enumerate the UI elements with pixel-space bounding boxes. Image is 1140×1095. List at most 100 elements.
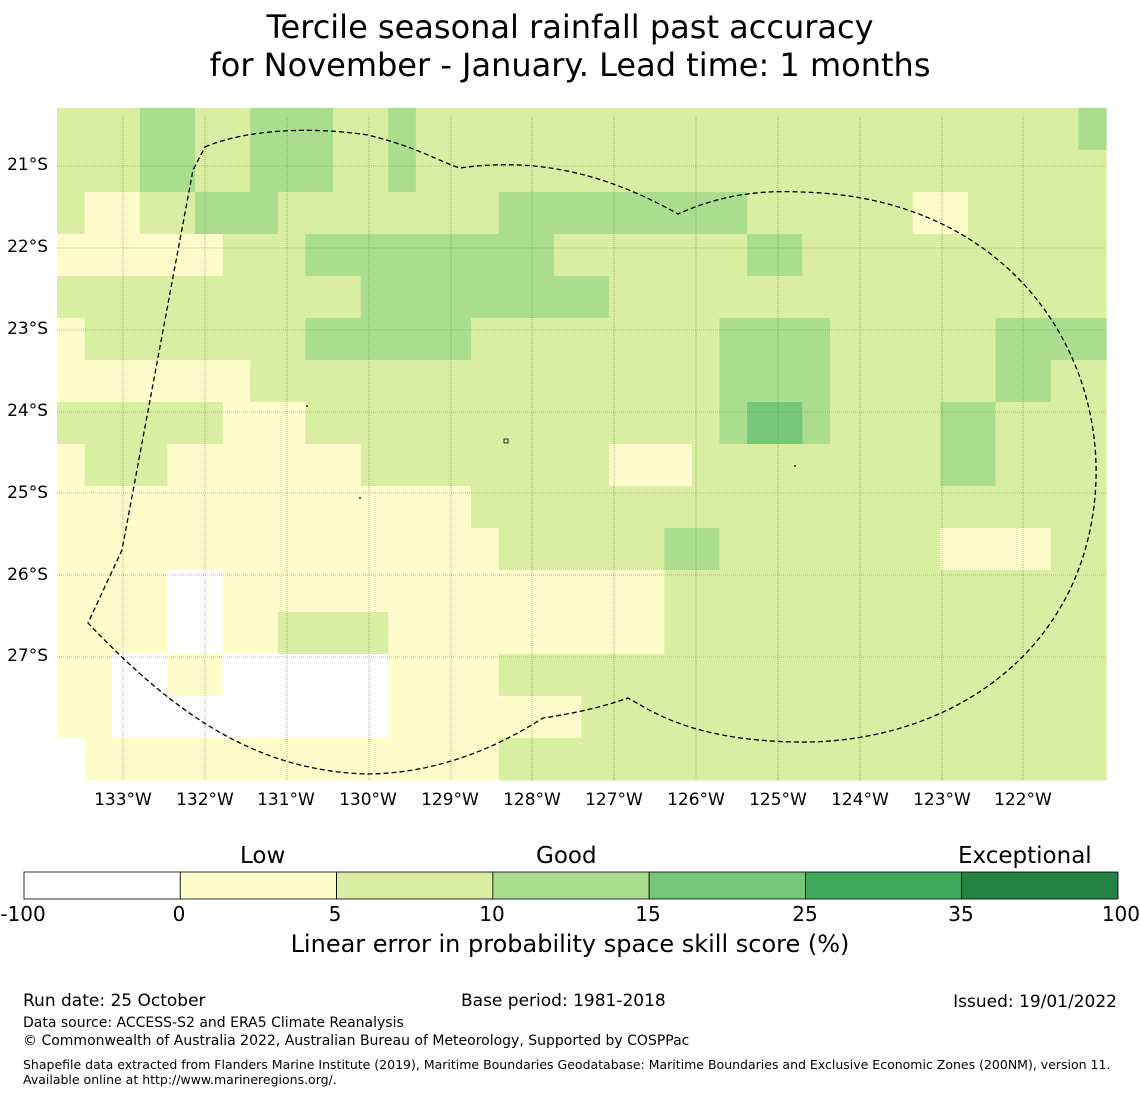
grid-cell (498, 738, 527, 781)
grid-cell (526, 234, 555, 277)
grid-cell (829, 318, 859, 361)
grid-cell (388, 108, 417, 151)
grid-cell (415, 486, 445, 529)
grid-cell (1078, 570, 1107, 613)
grid-cell (664, 612, 693, 655)
grid-cell (747, 276, 776, 319)
grid-cell (498, 192, 527, 235)
grid-cell (388, 360, 417, 403)
grid-cell (636, 612, 665, 655)
grid-cell (912, 612, 941, 655)
map-gridlines (57, 117, 1106, 780)
grid-cell (553, 444, 583, 487)
grid-cell (774, 150, 803, 193)
grid-cell (664, 402, 693, 445)
grid-cell (333, 360, 362, 403)
grid-cell (802, 486, 831, 529)
grid-cell (167, 528, 196, 571)
grid-cell (553, 318, 583, 361)
grid-cell (774, 570, 803, 613)
grid-cell (471, 528, 500, 571)
grid-cell (967, 654, 997, 697)
island-dot (794, 465, 796, 467)
grid-cell (581, 402, 610, 445)
grid-cell (443, 192, 472, 235)
grid-cell (857, 192, 886, 235)
grid-cell (1050, 612, 1079, 655)
grid-cell (498, 570, 527, 613)
grid-cell (388, 486, 417, 529)
grid-cell (636, 276, 665, 319)
grid-cell (333, 276, 362, 319)
grid-cell (84, 444, 113, 487)
grid-cell (250, 696, 279, 739)
colorbar-tick: 0 (172, 902, 186, 926)
grid-cell (1023, 570, 1052, 613)
grid-cell (112, 318, 141, 361)
grid-cell (498, 108, 527, 151)
grid-cell (940, 108, 969, 151)
grid-cell (360, 234, 389, 277)
grid-cell (167, 444, 196, 487)
grid-cell (940, 360, 969, 403)
grid-cell (829, 234, 859, 277)
grid-cell (526, 570, 555, 613)
colorbar-tick: 100 (1101, 902, 1140, 926)
colorbar-tick: -100 (0, 902, 46, 926)
grid-cell (195, 738, 224, 781)
grid-cell (829, 276, 859, 319)
grid-cell (415, 444, 445, 487)
grid-cell (195, 528, 224, 571)
grid-cell (443, 696, 472, 739)
grid-cell (912, 444, 941, 487)
grid-cell (940, 486, 969, 529)
grid-cell (112, 528, 141, 571)
grid-cell (829, 360, 859, 403)
grid-cell (139, 696, 169, 739)
grid-cell (139, 192, 169, 235)
lat-label: 22°S (7, 237, 48, 257)
grid-cell (250, 570, 279, 613)
grid-cell (443, 360, 472, 403)
grid-cell (885, 234, 914, 277)
grid-cell (277, 402, 307, 445)
grid-cell (581, 234, 610, 277)
grid-cell (885, 696, 914, 739)
grid-cell (609, 402, 638, 445)
grid-cell (222, 402, 251, 445)
grid-cell (471, 444, 500, 487)
grid-cell (250, 318, 279, 361)
grid-cell (471, 696, 500, 739)
grid-cell (774, 696, 803, 739)
grid-cell (526, 276, 555, 319)
grid-cell (84, 696, 113, 739)
grid-cell (802, 570, 831, 613)
grid-cell (1023, 234, 1052, 277)
lon-label: 129°W (421, 790, 479, 810)
lon-label: 127°W (585, 790, 643, 810)
grid-cell (719, 528, 748, 571)
grid-cell (829, 402, 859, 445)
grid-cell (636, 402, 665, 445)
colorbar-tick: 5 (328, 902, 342, 926)
grid-cell (167, 402, 196, 445)
grid-cell (222, 486, 251, 529)
grid-cell (112, 654, 141, 697)
grid-cell (112, 402, 141, 445)
grid-cell (498, 402, 527, 445)
grid-cell (912, 318, 941, 361)
grid-cell (664, 234, 693, 277)
grid-cell (691, 528, 721, 571)
grid-cell (195, 234, 224, 277)
colorbar-segment (336, 871, 494, 900)
island-dot (306, 405, 308, 407)
grid-cell (415, 192, 445, 235)
grid-cell (1078, 192, 1107, 235)
grid-cell (57, 234, 86, 277)
grid-cell (774, 654, 803, 697)
grid-cell (912, 696, 941, 739)
grid-cell (195, 570, 224, 613)
grid-cell (443, 402, 472, 445)
grid-cell (829, 738, 859, 781)
grid-cell (802, 444, 831, 487)
